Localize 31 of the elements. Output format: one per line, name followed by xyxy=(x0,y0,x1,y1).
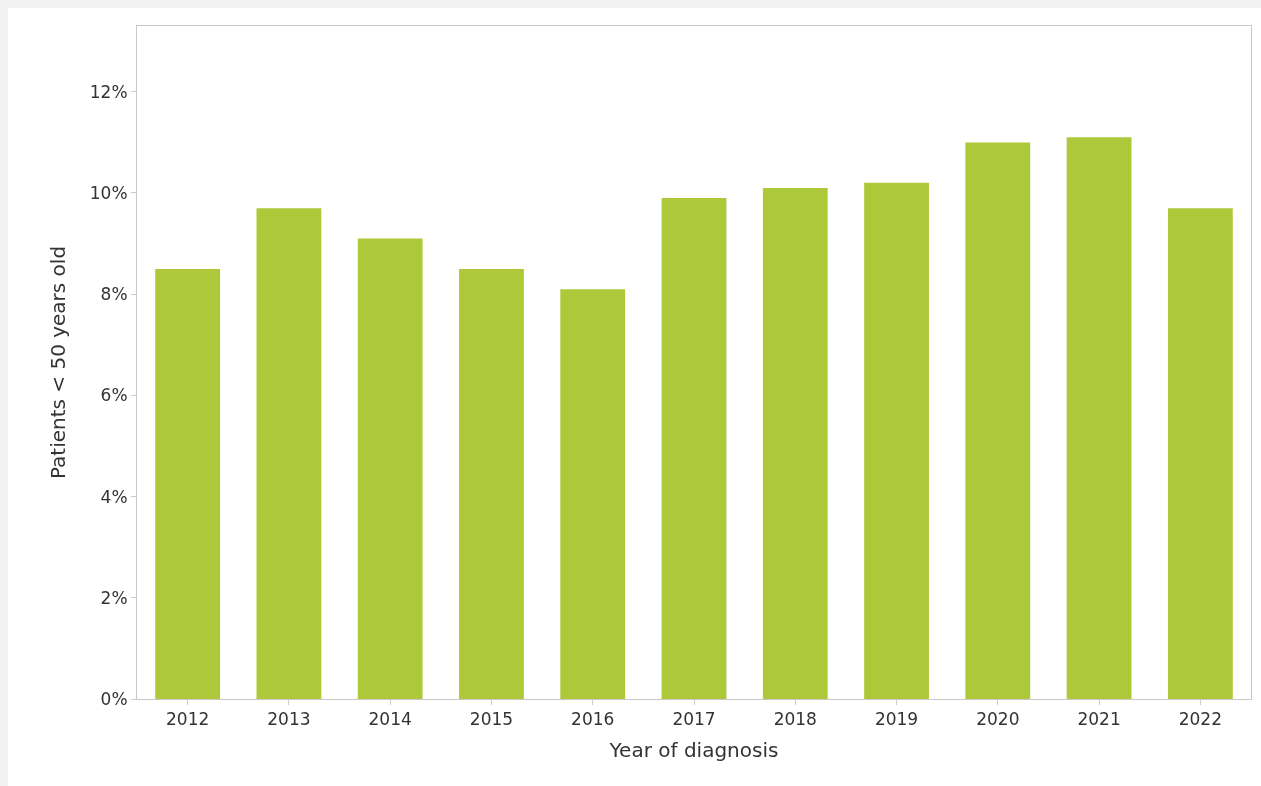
x-tick-label: 2021 xyxy=(1077,709,1121,730)
x-tick-label: 2013 xyxy=(267,709,311,730)
y-tick-label: 10% xyxy=(89,182,128,203)
y-tick-label: 2% xyxy=(100,587,128,608)
bar xyxy=(1066,137,1132,699)
x-tick-label: 2016 xyxy=(571,709,615,730)
bar xyxy=(965,142,1031,699)
bar xyxy=(1167,208,1233,699)
y-tick-label: 0% xyxy=(100,688,128,709)
x-tick-label: 2014 xyxy=(368,709,412,730)
x-tick-label: 2018 xyxy=(773,709,817,730)
bar xyxy=(560,289,626,699)
bar xyxy=(357,238,423,699)
bar xyxy=(256,208,322,699)
x-axis-title: Year of diagnosis xyxy=(608,737,779,762)
y-tick-label: 4% xyxy=(100,486,128,507)
bar xyxy=(155,268,221,699)
bar xyxy=(762,187,828,699)
x-tick-label: 2017 xyxy=(672,709,716,730)
bar xyxy=(459,268,524,699)
y-tick-label: 8% xyxy=(100,284,128,305)
bar xyxy=(864,182,929,699)
y-tick-label: 12% xyxy=(89,81,128,102)
y-axis-title: Patients < 50 years old xyxy=(46,245,71,480)
x-tick-label: 2020 xyxy=(976,709,1020,730)
bar xyxy=(661,198,727,699)
x-tick-label: 2019 xyxy=(874,709,919,730)
x-tick-label: 2022 xyxy=(1178,709,1222,730)
x-tick-label: 2012 xyxy=(166,709,210,730)
y-tick-label: 6% xyxy=(100,385,128,406)
x-tick-label: 2015 xyxy=(469,709,514,730)
